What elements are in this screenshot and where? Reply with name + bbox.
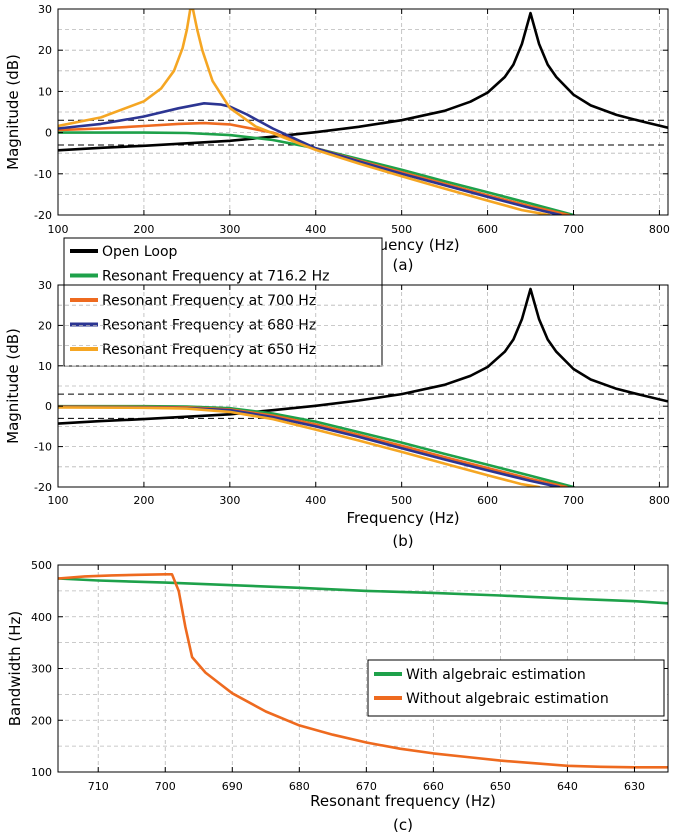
x-tick-label: 690 bbox=[222, 780, 243, 793]
x-tick-label: 640 bbox=[557, 780, 578, 793]
x-tick-label: 700 bbox=[155, 780, 176, 793]
legend-entry-label: Resonant Frequency at 716.2 Hz bbox=[102, 269, 330, 285]
series-line-0 bbox=[58, 577, 668, 605]
chart-b: 100 200 300 400 500 600 700 800 -20 -10 0 10 20 30 Fre… bbox=[4, 279, 670, 550]
x-tick-label: 800 bbox=[649, 223, 670, 236]
y-tick-label: 500 bbox=[31, 559, 52, 572]
x-tick-label: 700 bbox=[563, 223, 584, 236]
x-tick-label: 100 bbox=[48, 494, 69, 507]
series-line-1 bbox=[58, 572, 668, 769]
x-tick-label: 600 bbox=[477, 494, 498, 507]
y-tick-label: 20 bbox=[38, 44, 52, 57]
y-tick-label: -10 bbox=[34, 168, 52, 181]
legend: Open Loop Resonant Frequency at 716.2 Hz R… bbox=[63, 237, 383, 367]
legend: With algebraic estimation Without algebra… bbox=[367, 659, 665, 717]
y-tick-label: -20 bbox=[34, 209, 52, 222]
x-tick-label: 300 bbox=[219, 223, 240, 236]
y-axis-label: Magnitude (dB) bbox=[4, 54, 22, 170]
x-tick-label: 710 bbox=[88, 780, 109, 793]
y-tick-label: 0 bbox=[45, 127, 52, 140]
x-tick-label: 300 bbox=[219, 494, 240, 507]
legend-box bbox=[63, 237, 383, 367]
y-axis-label: Magnitude (dB) bbox=[4, 328, 22, 444]
x-tick-label: 670 bbox=[356, 780, 377, 793]
legend-box bbox=[367, 659, 665, 717]
x-axis-label: Frequency (Hz) bbox=[346, 509, 459, 527]
y-axis-label: Bandwidth (Hz) bbox=[6, 611, 24, 726]
series-line-0 bbox=[58, 11, 668, 152]
x-tick-label: 650 bbox=[490, 780, 511, 793]
legend-entry-label: Without algebraic estimation bbox=[406, 691, 609, 707]
y-tick-label: -10 bbox=[34, 441, 52, 454]
legend-entry-label: Open Loop bbox=[102, 244, 178, 260]
y-tick-label: 10 bbox=[38, 85, 52, 98]
grid-lines bbox=[57, 9, 668, 215]
y-tick-label: 0 bbox=[45, 400, 52, 413]
x-tick-label: 700 bbox=[563, 494, 584, 507]
x-tick-label: 500 bbox=[391, 494, 412, 507]
x-tick-label: 200 bbox=[133, 494, 154, 507]
x-tick-label: 600 bbox=[477, 223, 498, 236]
panel-caption: (a) bbox=[393, 256, 414, 274]
panel-caption: (c) bbox=[393, 816, 413, 834]
axes-frame bbox=[57, 284, 669, 488]
x-tick-label: 630 bbox=[624, 780, 645, 793]
chart-a: 100 200 300 400 500 600 700 800-20-100102030Fre… bbox=[4, 3, 670, 367]
legend-entry-label: Resonant Frequency at 650 Hz bbox=[102, 342, 316, 358]
y-tick-label: -20 bbox=[34, 481, 52, 494]
x-tick-label: 800 bbox=[649, 494, 670, 507]
x-tick-label: 660 bbox=[423, 780, 444, 793]
x-tick-label: 500 bbox=[391, 223, 412, 236]
series-line-4 bbox=[58, 9, 551, 215]
legend-entry-label: Resonant Frequency at 700 Hz bbox=[102, 293, 316, 309]
series-line-4 bbox=[58, 406, 541, 487]
y-tick-label: 100 bbox=[31, 766, 52, 779]
x-tick-label: 400 bbox=[305, 494, 326, 507]
y-tick-label: 400 bbox=[31, 611, 52, 624]
y-tick-label: 20 bbox=[38, 319, 52, 332]
x-tick-label: 680 bbox=[289, 780, 310, 793]
y-tick-label: 300 bbox=[31, 663, 52, 676]
panel-caption: (b) bbox=[392, 532, 413, 550]
x-tick-label: 400 bbox=[305, 223, 326, 236]
series-line-3 bbox=[58, 102, 562, 215]
y-tick-label: 200 bbox=[31, 714, 52, 727]
chart-c: 710 700 690 680 670 660 650 640 630 100 200 300 400 5… bbox=[6, 559, 669, 834]
legend-entry-label: With algebraic estimation bbox=[406, 667, 586, 683]
x-axis-label: Resonant frequency (Hz) bbox=[310, 792, 496, 810]
axes-frame bbox=[57, 8, 669, 216]
legend-entry-label: Resonant Frequency at 680 Hz bbox=[102, 318, 316, 334]
y-tick-label: 30 bbox=[38, 279, 52, 292]
y-tick-label: 10 bbox=[38, 360, 52, 373]
series-line-0 bbox=[58, 287, 668, 425]
x-tick-label: 200 bbox=[133, 223, 154, 236]
y-tick-label: 30 bbox=[38, 3, 52, 16]
x-tick-label: 100 bbox=[48, 223, 69, 236]
